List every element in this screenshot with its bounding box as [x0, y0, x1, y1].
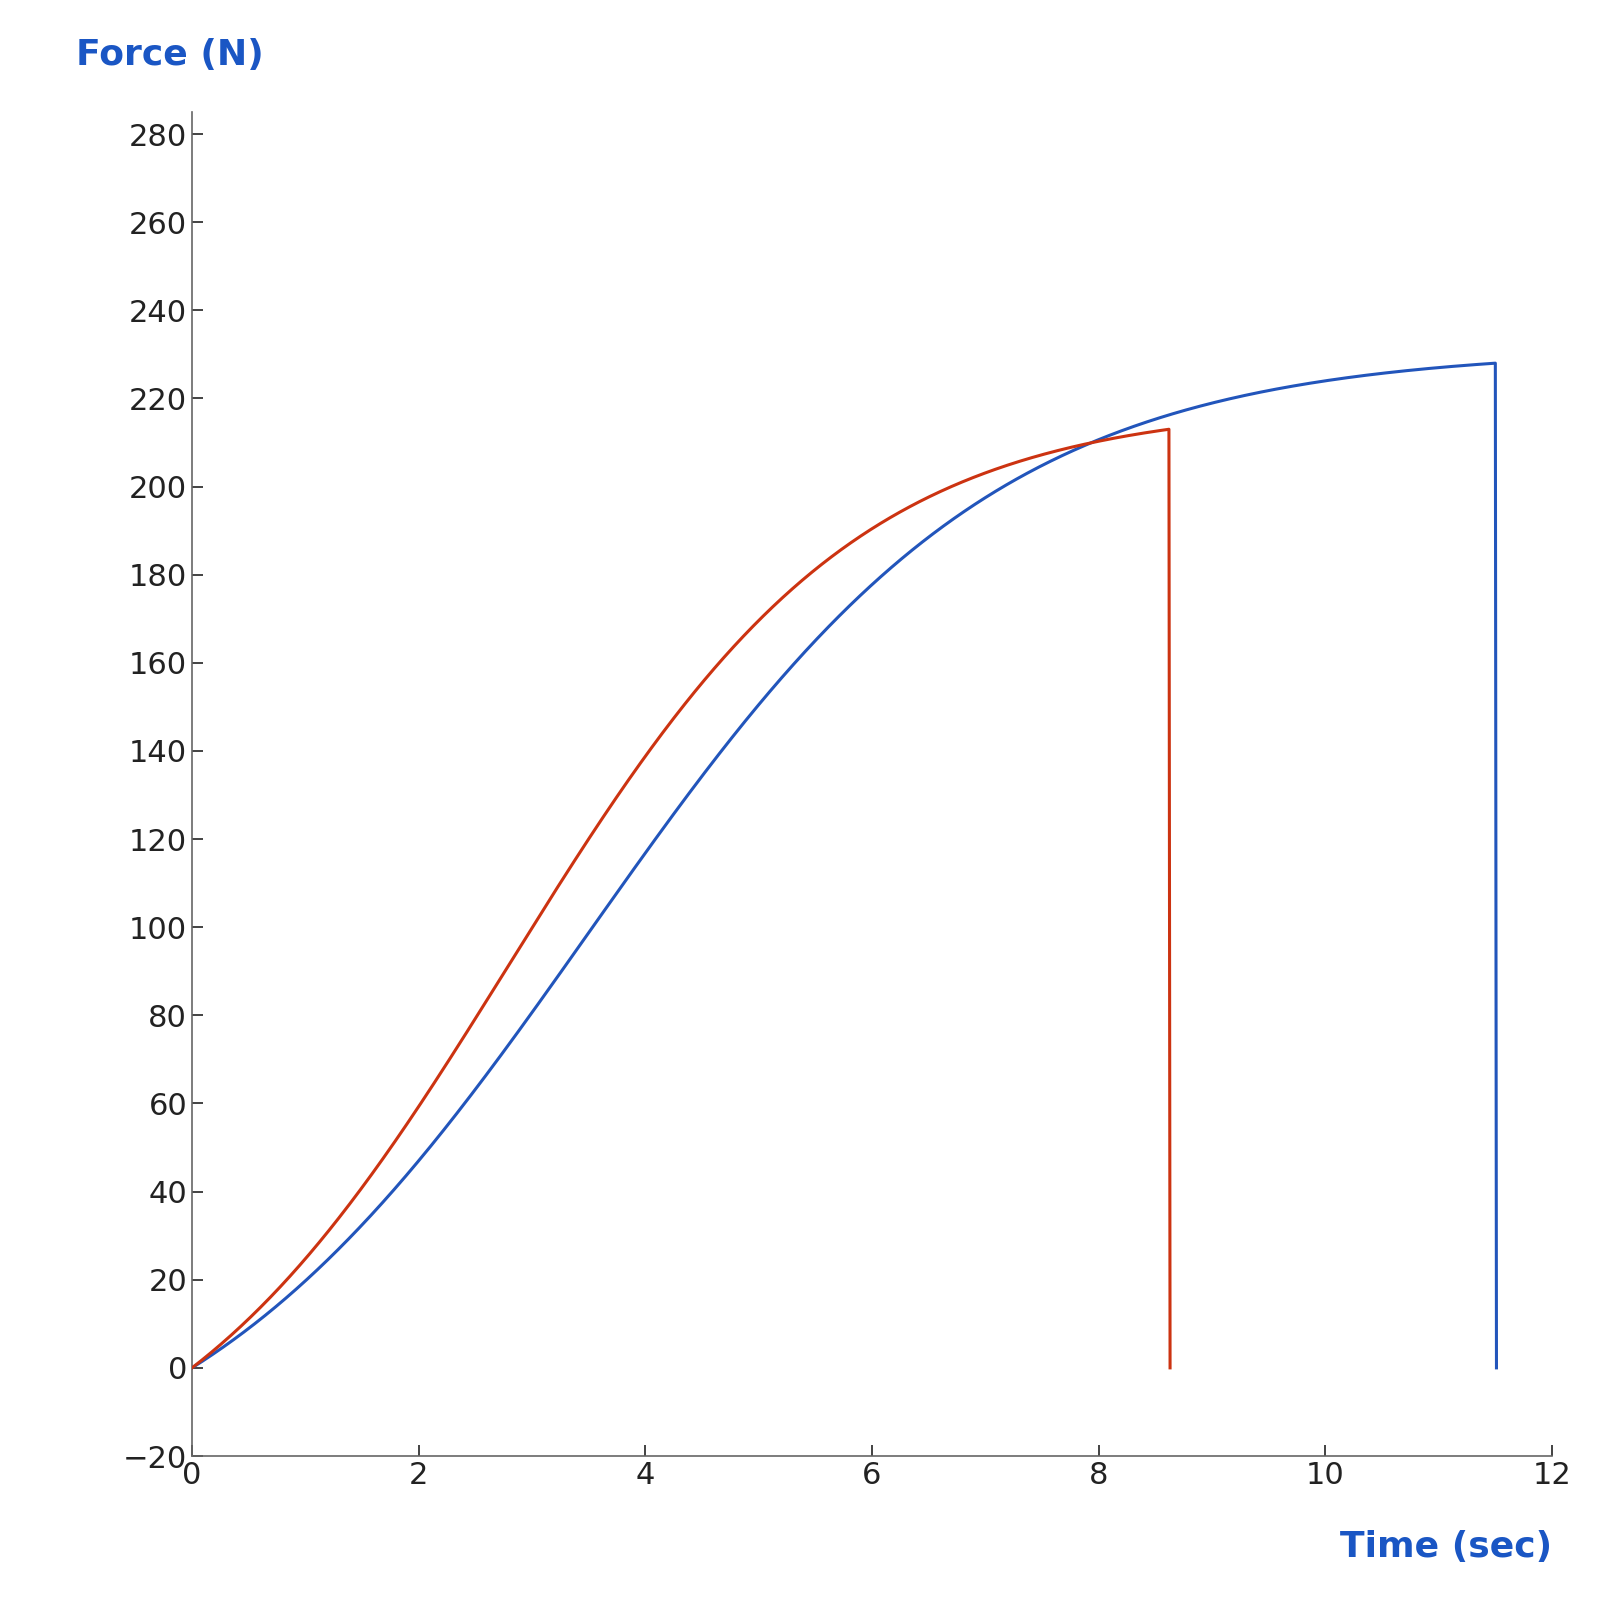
X-axis label: Time (sec): Time (sec) [1339, 1530, 1552, 1563]
Y-axis label: Force (N): Force (N) [77, 38, 264, 72]
